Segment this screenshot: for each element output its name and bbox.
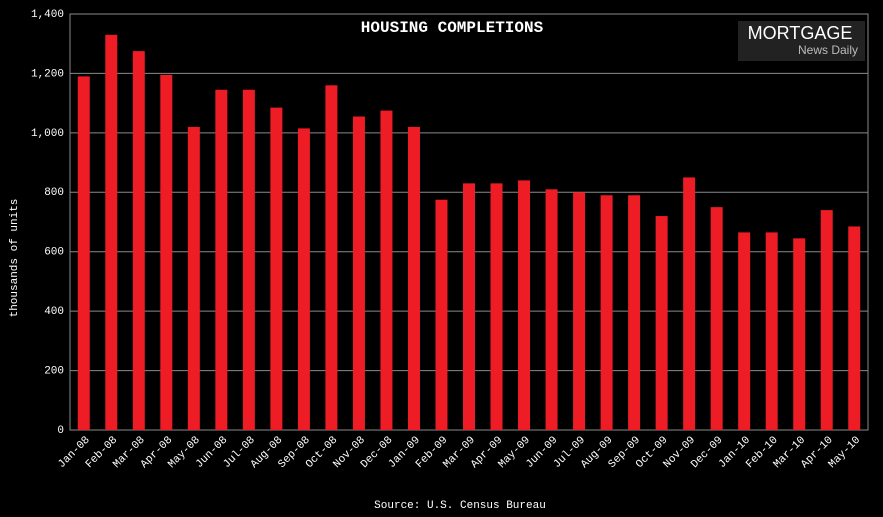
- bar: [655, 216, 668, 430]
- y-tick-label: 0: [57, 425, 64, 437]
- bar: [105, 34, 118, 431]
- bar: [545, 189, 558, 430]
- bar: [215, 89, 228, 431]
- bar: [132, 51, 145, 431]
- bar: [848, 226, 861, 430]
- bar: [600, 195, 613, 430]
- bar: [738, 232, 751, 430]
- y-tick-label: 400: [44, 306, 64, 318]
- bar: [820, 210, 833, 430]
- source-note: Source: U.S. Census Bureau: [374, 500, 546, 512]
- bar: [242, 89, 255, 431]
- y-tick-label: 600: [44, 247, 64, 259]
- logo-box: [738, 21, 865, 61]
- y-tick-label: 200: [44, 365, 64, 377]
- y-tick-label: 1,000: [31, 128, 64, 140]
- bar: [297, 128, 310, 430]
- bar: [573, 192, 586, 430]
- logo-subtitle: News Daily: [798, 43, 858, 57]
- bar: [463, 183, 475, 430]
- y-axis-label: thousands of units: [9, 199, 21, 318]
- bar: [518, 180, 531, 430]
- y-tick-label: 1,400: [31, 9, 64, 21]
- logo-title: MORTGAGE: [748, 23, 853, 43]
- bar: [407, 126, 420, 431]
- bar: [490, 183, 503, 430]
- bar: [160, 74, 173, 431]
- bar: [352, 116, 365, 430]
- bar: [380, 110, 393, 431]
- bar: [765, 232, 778, 430]
- bar: [187, 126, 200, 431]
- bar: [77, 76, 90, 431]
- bar: [435, 199, 448, 430]
- chart-title: HOUSING COMPLETIONS: [361, 19, 544, 37]
- y-tick-label: 800: [44, 187, 64, 199]
- bar: [683, 177, 696, 430]
- bar: [325, 85, 338, 431]
- bar: [270, 107, 283, 430]
- y-tick-label: 1,200: [31, 68, 64, 80]
- bar: [710, 207, 723, 430]
- bar: [793, 238, 806, 430]
- bar: [628, 195, 641, 430]
